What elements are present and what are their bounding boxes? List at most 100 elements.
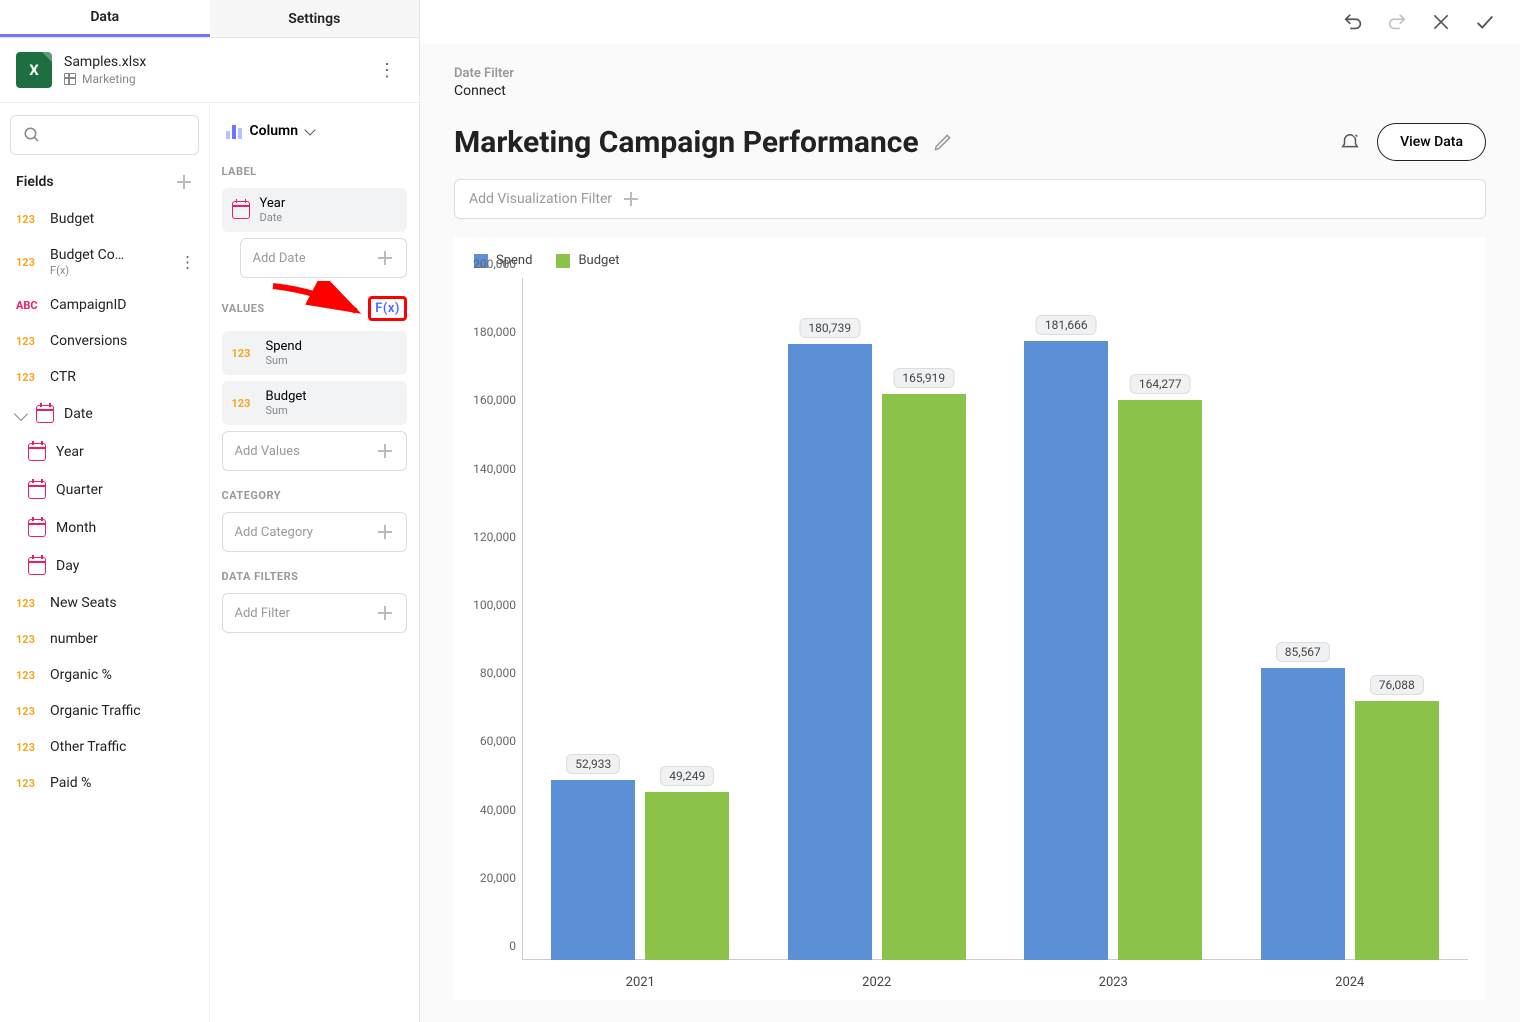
field-name: Date (64, 406, 93, 422)
close-button[interactable] (1430, 11, 1452, 33)
x-axis-label: 2024 (1335, 975, 1364, 990)
x-axis-label: 2021 (626, 975, 655, 990)
bar-value-label: 76,088 (1370, 675, 1424, 695)
add-viz-filter-label: Add Visualization Filter (469, 191, 612, 207)
field-item[interactable]: 123Budget (10, 201, 199, 237)
field-name: Day (56, 558, 79, 574)
number-type-icon: 123 (16, 335, 40, 348)
label-chip-year[interactable]: Year Date (222, 188, 408, 232)
number-type-icon: 123 (16, 256, 40, 269)
label-chip-sub: Date (260, 211, 286, 224)
field-item[interactable]: 123 New Seats (10, 585, 199, 621)
bar[interactable]: 76,088 (1355, 701, 1439, 960)
field-item[interactable]: 123CTR (10, 359, 199, 395)
field-name: New Seats (50, 595, 117, 611)
tab-settings[interactable]: Settings (210, 0, 420, 37)
field-item[interactable]: Month (10, 509, 199, 547)
bar[interactable]: 180,739 (788, 344, 872, 960)
datasource-row[interactable]: X Samples.xlsx Marketing ⋮ (0, 38, 419, 103)
bar[interactable]: 52,933 (551, 780, 635, 961)
field-name: CTR (50, 369, 76, 385)
view-data-button[interactable]: View Data (1377, 123, 1486, 161)
value-chip-sub: Sum (266, 354, 302, 367)
add-date-label: Add Date (253, 251, 306, 266)
confirm-button[interactable] (1474, 11, 1496, 33)
y-tick-label: 140,000 (473, 462, 516, 476)
field-item[interactable]: 123Organic % (10, 657, 199, 693)
field-item[interactable]: Day (10, 547, 199, 585)
undo-button[interactable] (1342, 11, 1364, 33)
datasource-more-icon[interactable]: ⋮ (370, 56, 403, 85)
add-category-button[interactable]: Add Category (222, 512, 408, 552)
y-tick-label: 100,000 (473, 598, 516, 612)
text-type-icon: ABC (16, 299, 40, 312)
field-item[interactable]: 123Organic Traffic (10, 693, 199, 729)
legend-item[interactable]: Budget (556, 253, 619, 268)
redo-button[interactable] (1386, 11, 1408, 33)
field-item[interactable]: ABC CampaignID (10, 287, 199, 323)
bar-value-label: 52,933 (566, 754, 620, 774)
y-tick-label: 20,000 (480, 871, 516, 885)
add-filter-button[interactable]: Add Filter (222, 593, 408, 633)
value-chip[interactable]: 123BudgetSum (222, 381, 408, 425)
number-type-icon: 123 (16, 705, 40, 718)
bar-value-label: 49,249 (660, 766, 714, 786)
breadcrumb-label: Date Filter (454, 66, 1486, 81)
y-tick-label: 60,000 (480, 734, 516, 748)
bar[interactable]: 181,666 (1024, 341, 1108, 960)
panel-tabs: Data Settings (0, 0, 419, 38)
breadcrumb-value[interactable]: Connect (454, 83, 1486, 99)
notification-button[interactable] (1339, 132, 1359, 152)
field-more-icon[interactable]: ⋮ (180, 253, 195, 272)
bar-value-label: 165,919 (893, 368, 954, 388)
date-type-icon (28, 519, 46, 537)
edit-title-button[interactable] (933, 132, 953, 152)
bar[interactable]: 49,249 (645, 792, 729, 960)
add-field-button[interactable] (175, 173, 193, 191)
value-chip-sub: Sum (266, 404, 307, 417)
label-section-header: LABEL (222, 165, 408, 178)
bar-group: 85,56776,088 (1261, 278, 1439, 960)
plus-icon (622, 190, 640, 208)
field-item[interactable]: Date (10, 395, 199, 433)
bar[interactable]: 165,919 (882, 394, 966, 960)
bar-value-label: 181,666 (1036, 315, 1097, 335)
field-item[interactable]: 123Conversions (10, 323, 199, 359)
number-type-icon: 123 (16, 597, 40, 610)
date-type-icon (28, 557, 46, 575)
y-tick-label: 160,000 (473, 393, 516, 407)
values-section-header: VALUES (222, 302, 265, 315)
plus-icon (376, 249, 394, 267)
add-date-button[interactable]: Add Date (240, 238, 408, 278)
x-axis-label: 2023 (1099, 975, 1128, 990)
search-input[interactable] (10, 115, 199, 155)
field-item[interactable]: 123Paid % (10, 765, 199, 801)
field-item[interactable]: 123number (10, 621, 199, 657)
sheet-name: Marketing (82, 72, 136, 86)
field-item[interactable]: 123Other Traffic (10, 729, 199, 765)
number-type-icon: 123 (232, 397, 256, 410)
bar-value-label: 85,567 (1276, 642, 1330, 662)
chart-type-selector[interactable]: Column (222, 115, 408, 157)
legend-label: Budget (578, 253, 619, 268)
bar[interactable]: 85,567 (1261, 668, 1345, 960)
value-chip[interactable]: 123SpendSum (222, 331, 408, 375)
chart-type-label: Column (250, 123, 299, 139)
add-values-label: Add Values (235, 444, 300, 459)
bar[interactable]: 164,277 (1118, 400, 1202, 960)
field-item[interactable]: 123Budget Co…F(x)⋮ (10, 237, 199, 287)
add-viz-filter-button[interactable]: Add Visualization Filter (454, 179, 1486, 219)
add-values-button[interactable]: Add Values (222, 431, 408, 471)
bar-group: 180,739165,919 (788, 278, 966, 960)
fx-button[interactable]: F(x) (368, 296, 407, 321)
y-tick-label: 0 (509, 939, 516, 953)
number-type-icon: 123 (16, 669, 40, 682)
bar-value-label: 164,277 (1130, 374, 1191, 394)
field-name: CampaignID (50, 297, 126, 313)
tab-data[interactable]: Data (0, 0, 210, 37)
page-title: Marketing Campaign Performance (454, 125, 919, 160)
field-item[interactable]: Quarter (10, 471, 199, 509)
field-item[interactable]: Year (10, 433, 199, 471)
number-type-icon: 123 (16, 633, 40, 646)
field-name: Year (56, 444, 84, 460)
